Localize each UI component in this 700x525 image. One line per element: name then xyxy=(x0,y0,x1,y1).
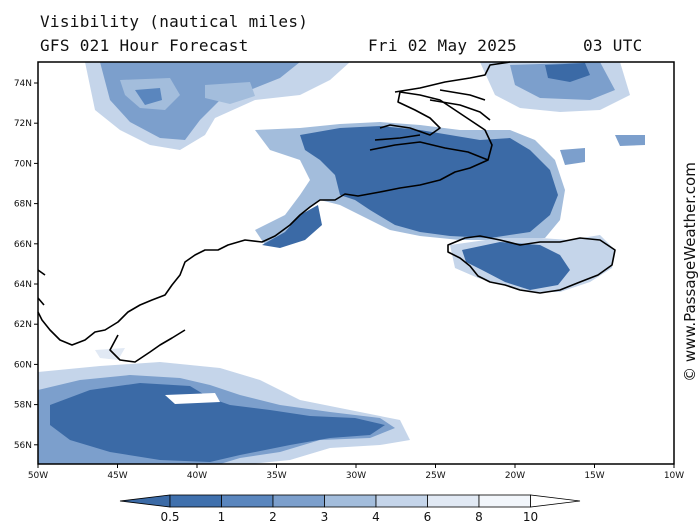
colorbar-label: 6 xyxy=(424,510,432,524)
lon-tick-label: 20W xyxy=(505,471,525,481)
chart-title: Visibility (nautical miles) xyxy=(40,12,309,31)
colorbar-label: 4 xyxy=(372,510,380,524)
lat-tick-label: 62N xyxy=(14,320,32,330)
lat-tick-label: 56N xyxy=(14,441,32,451)
lon-tick-label: 45W xyxy=(107,471,127,481)
colorbar-label: 2 xyxy=(269,510,277,524)
lat-tick-label: 60N xyxy=(14,360,32,370)
colorbar-label: 8 xyxy=(475,510,483,524)
colorbar-extend-low xyxy=(119,494,171,508)
colorbar-segment xyxy=(478,494,531,508)
lon-tick-label: 50W xyxy=(28,471,48,481)
lat-tick-label: 70N xyxy=(14,159,32,169)
colorbar-label: 0.5 xyxy=(160,510,179,524)
lat-tick-label: 64N xyxy=(14,280,32,290)
visibility-colorbar: 0.5 1 2 3 4 6 8 10 xyxy=(119,494,581,524)
colorbar-segment xyxy=(427,494,480,508)
greenland-coastline xyxy=(37,159,489,346)
lon-tick-label: 30W xyxy=(346,471,366,481)
lat-tick-label: 68N xyxy=(14,200,32,210)
colorbar-segment xyxy=(324,494,377,508)
longitude-axis: 50W 45W 40W 35W 30W 25W 20W 15W 10W xyxy=(28,464,684,481)
lat-tick-label: 74N xyxy=(14,79,32,89)
colorbar-segment xyxy=(221,494,274,508)
colorbar-label: 1 xyxy=(218,510,226,524)
latitude-axis: 74N 72N 70N 68N 66N 64N 62N 60N 58N 56N xyxy=(14,79,38,451)
coastlines xyxy=(37,61,616,363)
iceland-coastline xyxy=(447,235,616,294)
colorbar-extend-high xyxy=(530,494,581,508)
colorbar-segment xyxy=(272,494,325,508)
colorbar-segment xyxy=(169,494,222,508)
colorbar-label: 3 xyxy=(321,510,329,524)
lat-tick-label: 72N xyxy=(14,119,32,129)
forecast-time: 03 UTC xyxy=(583,36,643,55)
colorbar-label: 10 xyxy=(523,510,538,524)
forecast-label: GFS 021 Hour Forecast xyxy=(40,36,249,55)
forecast-date: Fri 02 May 2025 xyxy=(368,36,517,55)
lat-tick-label: 66N xyxy=(14,240,32,250)
lon-tick-label: 10W xyxy=(664,471,684,481)
lon-tick-label: 35W xyxy=(266,471,286,481)
lon-tick-label: 40W xyxy=(187,471,207,481)
colorbar-segment xyxy=(375,494,428,508)
map-area xyxy=(38,62,674,464)
lon-tick-label: 25W xyxy=(425,471,445,481)
lon-tick-label: 15W xyxy=(584,471,604,481)
lat-tick-label: 58N xyxy=(14,401,32,411)
